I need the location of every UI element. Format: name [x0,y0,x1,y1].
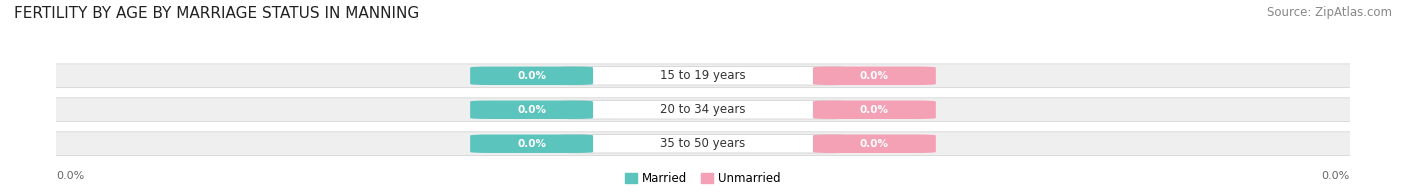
Text: 0.0%: 0.0% [517,105,546,115]
Legend: Married, Unmarried: Married, Unmarried [620,168,786,190]
Text: 0.0%: 0.0% [517,71,546,81]
Text: 0.0%: 0.0% [517,139,546,149]
Text: 0.0%: 0.0% [860,105,889,115]
FancyBboxPatch shape [561,67,845,85]
Text: 0.0%: 0.0% [860,139,889,149]
FancyBboxPatch shape [813,67,936,85]
FancyBboxPatch shape [31,64,1375,88]
FancyBboxPatch shape [470,101,593,119]
Text: 15 to 19 years: 15 to 19 years [661,69,745,82]
FancyBboxPatch shape [561,134,845,153]
FancyBboxPatch shape [470,134,593,153]
Text: 0.0%: 0.0% [860,71,889,81]
Text: FERTILITY BY AGE BY MARRIAGE STATUS IN MANNING: FERTILITY BY AGE BY MARRIAGE STATUS IN M… [14,6,419,21]
FancyBboxPatch shape [31,132,1375,156]
Text: Source: ZipAtlas.com: Source: ZipAtlas.com [1267,6,1392,19]
FancyBboxPatch shape [561,101,845,119]
Text: 35 to 50 years: 35 to 50 years [661,137,745,150]
Text: 20 to 34 years: 20 to 34 years [661,103,745,116]
FancyBboxPatch shape [470,67,593,85]
FancyBboxPatch shape [813,134,936,153]
Text: 0.0%: 0.0% [56,171,84,181]
Text: 0.0%: 0.0% [1322,171,1350,181]
FancyBboxPatch shape [813,101,936,119]
FancyBboxPatch shape [31,98,1375,122]
